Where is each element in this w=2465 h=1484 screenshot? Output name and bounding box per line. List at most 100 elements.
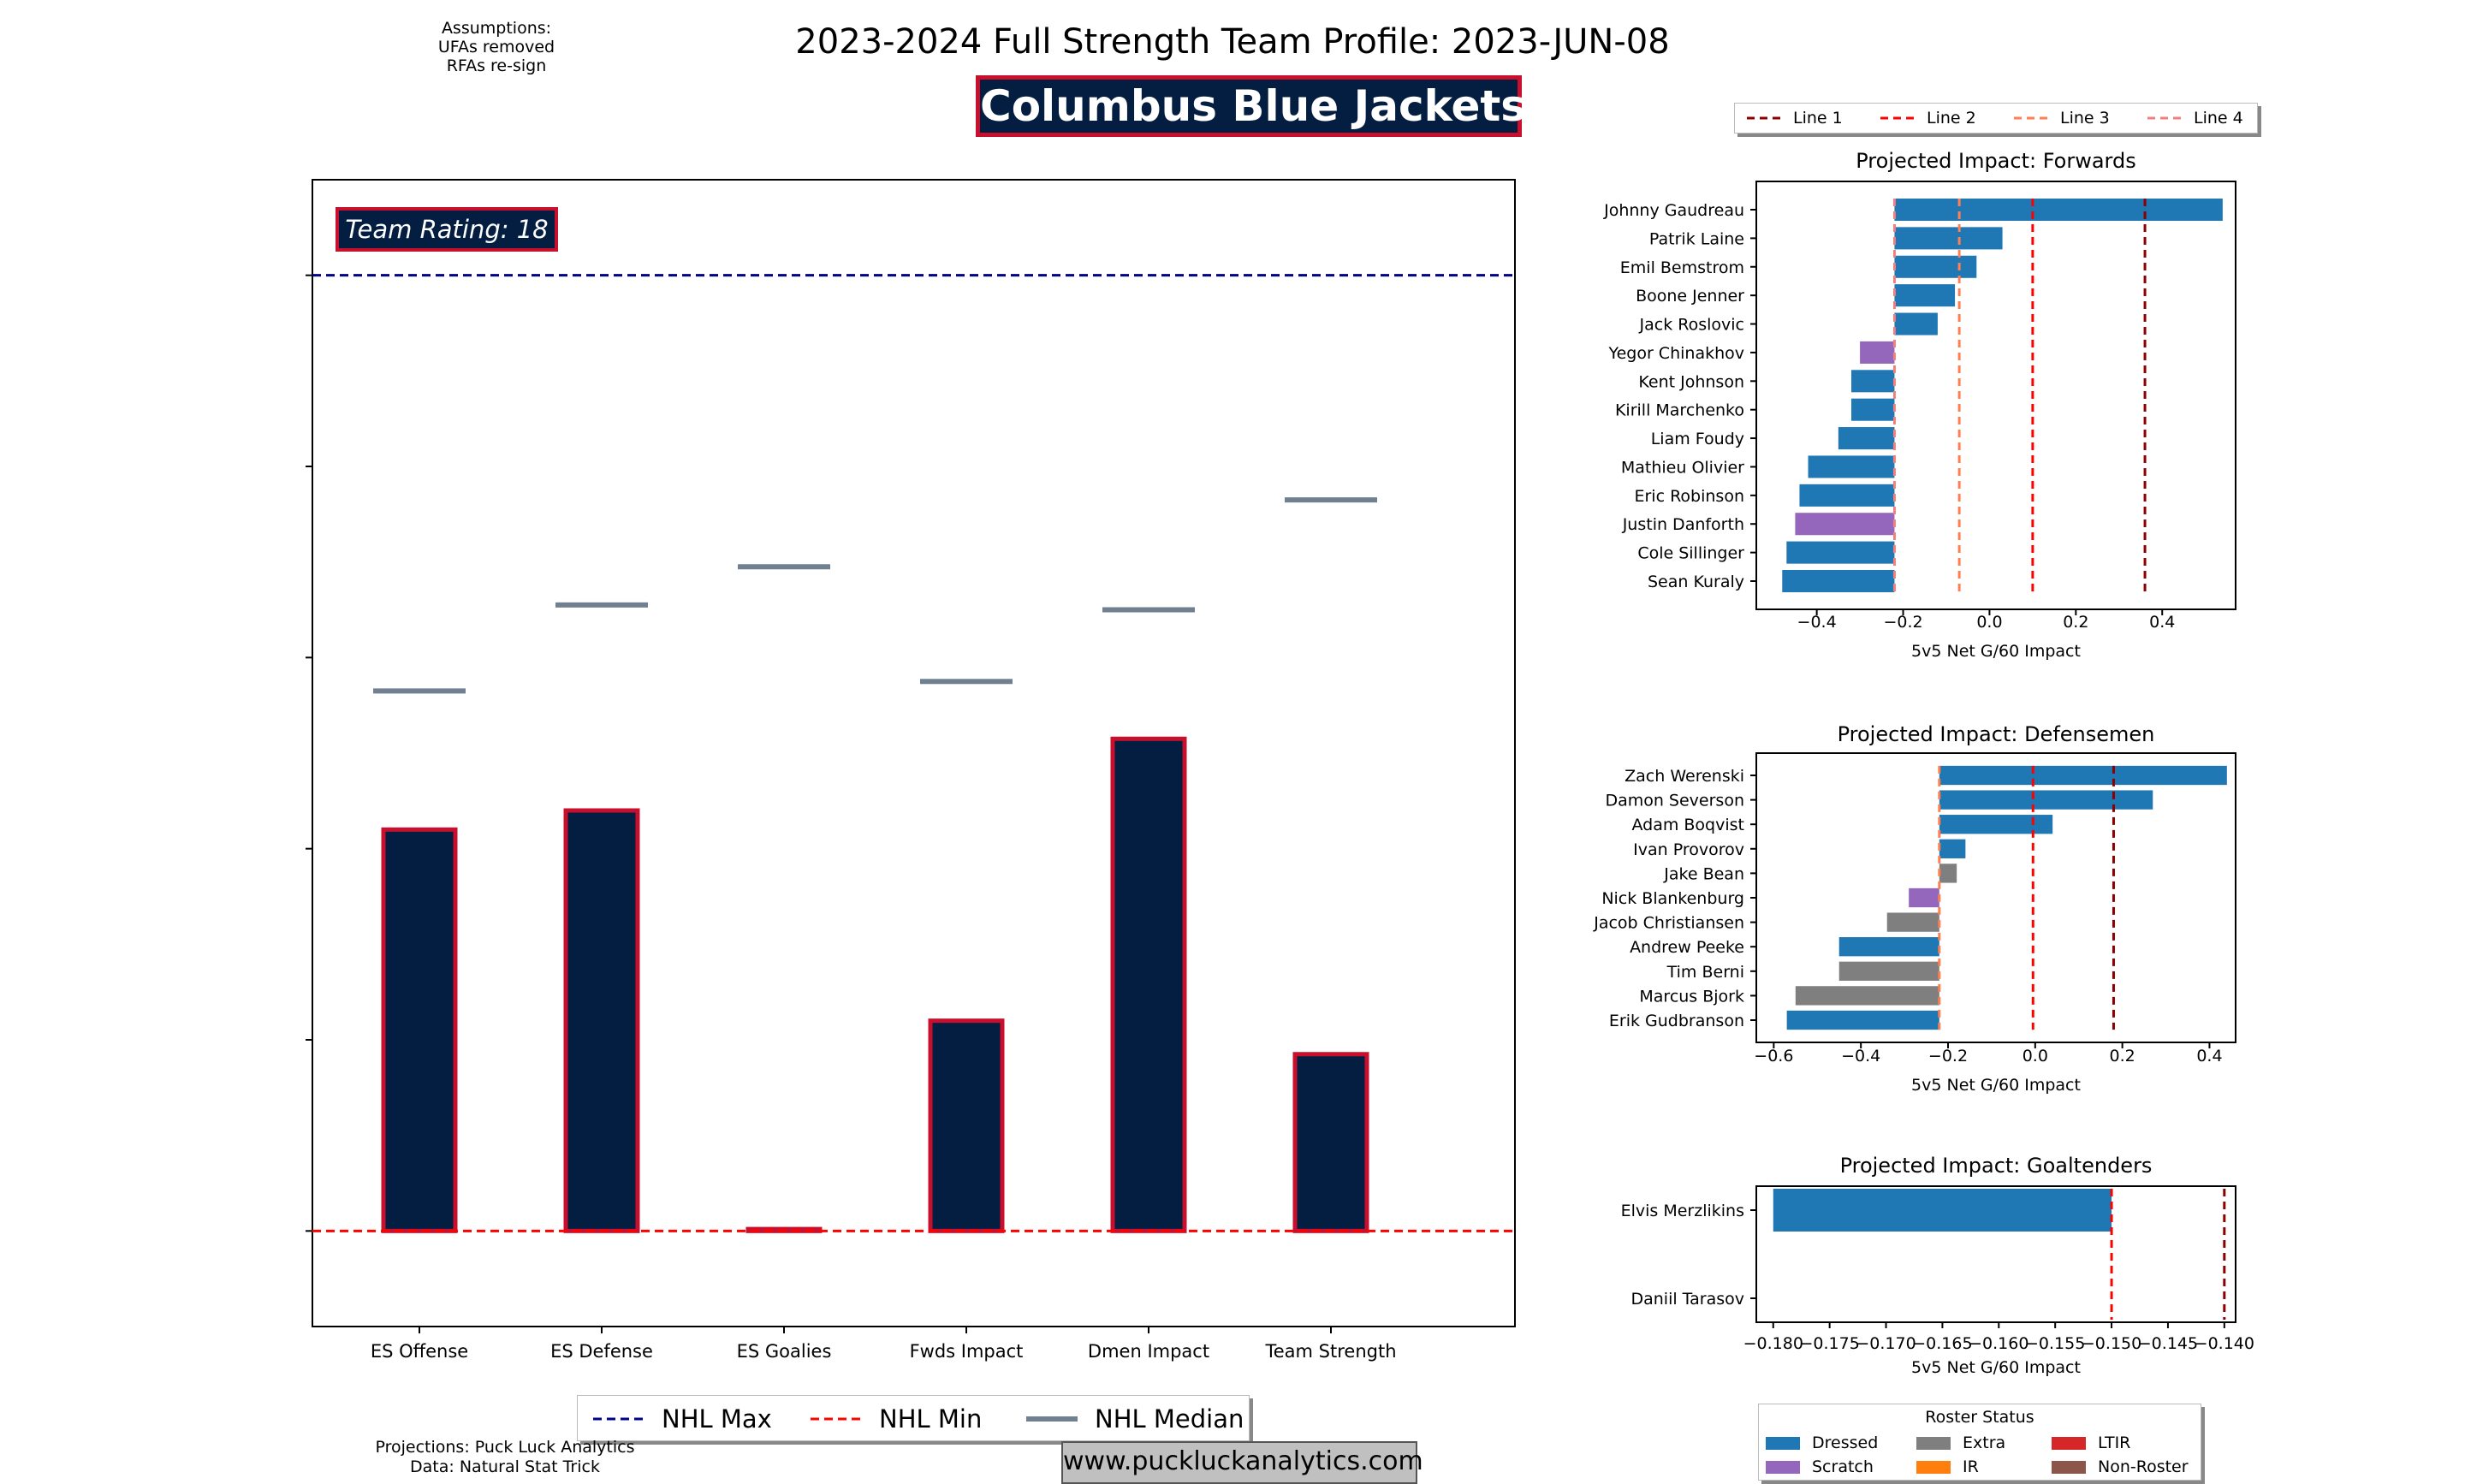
roster-legend-item: Extra	[1916, 1434, 2005, 1452]
nhl-legend-item: NHL Max	[591, 1404, 772, 1434]
roster-legend-label: LTIR	[2098, 1434, 2131, 1452]
player-bar	[1939, 815, 2053, 834]
player-bar	[1795, 513, 1895, 536]
player-bar	[1838, 427, 1895, 450]
roster-legend-item: Dressed	[1766, 1434, 1878, 1452]
roster-legend-item: Scratch	[1766, 1457, 1874, 1476]
line-legend-item: Line 2	[1879, 109, 1976, 128]
roster-legend-label: Non-Roster	[2098, 1457, 2189, 1476]
dressed-swatch-icon	[1766, 1436, 1800, 1450]
x-tick-label: −0.155	[2025, 1334, 2085, 1353]
player-bar	[1894, 312, 1938, 335]
nhl-legend-item: NHL Min	[809, 1404, 982, 1434]
player-name: Daniil Tarasov	[1630, 1290, 1744, 1309]
player-bar	[1795, 986, 1939, 1006]
component-bar	[381, 827, 458, 1233]
line-legend-label: Line 3	[2060, 109, 2110, 128]
player-name: Johnny Gaudreau	[1603, 201, 1744, 220]
roster-legend-label: IR	[1963, 1457, 1979, 1476]
roster-legend-label: Extra	[1963, 1434, 2006, 1452]
roster-legend-label: Scratch	[1812, 1457, 1874, 1476]
assumptions-note: Assumptions: UFAs removed RFAs re-sign	[428, 19, 565, 75]
player-name: Boone Jenner	[1636, 287, 1744, 306]
player-bar	[1939, 765, 2227, 786]
player-name: Kirill Marchenko	[1615, 401, 1744, 420]
line1-swatch-icon	[1747, 116, 1785, 120]
player-bar	[1850, 398, 1895, 421]
nhl-median-swatch-icon	[1026, 1416, 1078, 1422]
component-bar	[1110, 736, 1187, 1233]
nhl-legend-label: NHL Max	[662, 1404, 772, 1434]
player-name: Eric Robinson	[1634, 487, 1744, 506]
category-label: Dmen Impact	[1088, 1341, 1209, 1362]
line-legend-item: Line 4	[2146, 109, 2243, 128]
player-name: Adam Boqvist	[1631, 816, 1744, 834]
player-bar	[1799, 484, 1895, 507]
assumptions-line: RFAs re-sign	[446, 56, 547, 75]
roster-legend-item: IR	[1916, 1457, 1979, 1476]
component-bar	[563, 808, 640, 1233]
player-name: Erik Gudbranson	[1609, 1012, 1744, 1030]
ltir-swatch-icon	[2052, 1436, 2086, 1450]
x-tick-label: −0.180	[1743, 1334, 1803, 1353]
line-legend-item: Line 1	[1745, 109, 1843, 128]
player-name: Zach Werenski	[1625, 767, 1744, 786]
impact-chart-title: Projected Impact: Goaltenders	[1840, 1154, 2153, 1178]
x-tick-label: −0.175	[1799, 1334, 1859, 1353]
x-tick-label: −0.4	[1841, 1047, 1880, 1066]
player-bar	[1909, 887, 1939, 908]
player-bar	[1782, 569, 1895, 593]
roster-status-legend: Roster Status Dressed Extra LTIR Scratch…	[1758, 1404, 2201, 1481]
nhl-legend-label: NHL Median	[1095, 1404, 1244, 1434]
player-bar	[1894, 255, 1977, 278]
line-legend: Line 1 Line 2 Line 3 Line 4	[1734, 103, 2258, 134]
player-name: Kent Johnson	[1638, 372, 1744, 391]
impact-chart-title: Projected Impact: Defensemen	[1838, 722, 2155, 746]
x-tick-label: −0.165	[1912, 1334, 1972, 1353]
x-tick-label: −0.160	[1969, 1334, 2028, 1353]
player-bar	[1939, 839, 1966, 858]
player-bar	[1808, 455, 1895, 478]
website-link[interactable]: www.puckluckanalytics.com	[1061, 1441, 1423, 1484]
x-tick-label: 0.4	[2149, 613, 2175, 632]
player-name: Andrew Peeke	[1630, 938, 1744, 957]
x-axis-label: 5v5 Net G/60 Impact	[1911, 642, 2081, 661]
category-label: ES Defense	[550, 1341, 653, 1362]
x-tick-label: −0.150	[2082, 1334, 2141, 1353]
player-bar	[1894, 227, 2003, 250]
nhl-legend: NHL Max NHL Min NHL Median	[577, 1395, 1250, 1441]
player-bar	[1838, 937, 1939, 957]
x-tick-label: 0.0	[2022, 1047, 2048, 1066]
x-tick-label: 0.4	[2196, 1047, 2222, 1066]
player-name: Patrik Laine	[1649, 229, 1744, 248]
line-legend-label: Line 1	[1793, 109, 1843, 128]
player-name: Elvis Merzlikins	[1621, 1202, 1744, 1220]
team-rating-badge: Team Rating: 18	[336, 207, 558, 252]
x-tick-label: 0.2	[2063, 613, 2088, 632]
ir-swatch-icon	[1916, 1460, 1951, 1474]
roster-legend-label: Dressed	[1812, 1434, 1879, 1452]
x-tick-label: −0.2	[1928, 1047, 1968, 1066]
x-axis-label: 5v5 Net G/60 Impact	[1911, 1076, 2081, 1095]
player-bar	[1894, 284, 1956, 307]
player-bar	[1894, 198, 2223, 222]
page-title: 2023-2024 Full Strength Team Profile: 20…	[795, 22, 1670, 62]
player-bar	[1838, 961, 1939, 981]
nhl-legend-label: NHL Min	[879, 1404, 983, 1434]
roster-legend-item: Non-Roster	[2052, 1457, 2189, 1476]
player-name: Yegor Chinakhov	[1608, 344, 1745, 363]
x-tick-label: −0.6	[1754, 1047, 1793, 1066]
assumptions-line: Assumptions:	[441, 19, 552, 38]
x-tick-label: −0.140	[2195, 1334, 2254, 1353]
team-name-banner: Columbus Blue Jackets	[976, 75, 1526, 137]
player-name: Justin Danforth	[1622, 515, 1744, 534]
category-label: Team Strength	[1264, 1341, 1396, 1362]
player-name: Damon Severson	[1605, 792, 1744, 810]
player-bar	[1850, 370, 1895, 393]
component-bar	[928, 1018, 1005, 1233]
player-bar	[1786, 541, 1895, 564]
player-bar	[1939, 790, 2153, 810]
player-name: Cole Sillinger	[1637, 544, 1744, 563]
player-name: Emil Bemstrom	[1620, 258, 1744, 277]
